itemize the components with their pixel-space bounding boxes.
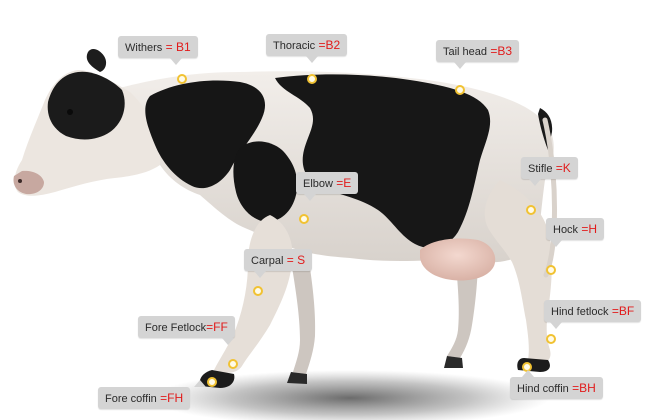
label-name: Fore Fetlock (145, 322, 207, 334)
marker-withers (177, 74, 187, 84)
label-fore-fetlock: Fore Fetlock=FF (138, 316, 235, 345)
label-code: =B3 (487, 44, 513, 58)
marker-tail-head (455, 85, 465, 95)
label-name: Withers (125, 42, 163, 54)
body-patch-back (275, 74, 491, 248)
label-code: =B2 (315, 38, 341, 52)
label-code: =E (332, 176, 352, 190)
label-code: =FF (206, 320, 228, 334)
label-code: =FH (156, 391, 184, 405)
label-code: =BH (568, 381, 596, 395)
label-elbow: Elbow =E (296, 172, 359, 201)
label-hind-coffin: Hind coffin =BH (510, 370, 603, 399)
udder (420, 238, 496, 281)
marker-fore-coffin (207, 377, 217, 387)
body-patch-flank (233, 141, 298, 222)
label-fore-coffin: Fore coffin =FH (98, 380, 206, 409)
label-code: =H (578, 222, 598, 236)
marker-elbow (299, 214, 309, 224)
body-patch-shoulder (145, 80, 266, 189)
label-name: Fore coffin (105, 393, 157, 405)
far-hind-leg (447, 255, 478, 358)
marker-hind-fetlock (546, 334, 556, 344)
label-hock: Hock =H (546, 218, 605, 247)
label-withers: Withers = B1 (118, 36, 198, 65)
label-hind-fetlock: Hind fetlock =BF (544, 300, 642, 329)
label-name: Stifle (528, 163, 553, 175)
label-tail-head: Tail head =B3 (436, 40, 520, 69)
label-name: Tail head (443, 46, 488, 58)
near-hind-leg (484, 180, 552, 363)
marker-stifle (526, 205, 536, 215)
marker-thoracic (307, 74, 317, 84)
far-fore-leg (290, 255, 316, 374)
label-code: =K (552, 161, 571, 175)
label-thoracic: Thoracic =B2 (266, 34, 348, 63)
label-name: Elbow (303, 178, 333, 190)
label-name: Carpal (251, 255, 284, 267)
label-code: =BF (608, 304, 635, 318)
marker-fore-fetlock (228, 359, 238, 369)
label-name: Hock (553, 224, 579, 236)
marker-hock (546, 265, 556, 275)
label-name: Thoracic (273, 40, 316, 52)
ground-shadow (150, 370, 550, 420)
label-carpal: Carpal = S (244, 249, 313, 278)
label-code: = B1 (162, 40, 191, 54)
label-stifle: Stifle =K (521, 157, 578, 186)
label-name: Hind coffin (517, 383, 569, 395)
marker-carpal (253, 286, 263, 296)
label-code: = S (283, 253, 306, 267)
label-name: Hind fetlock (551, 306, 609, 318)
